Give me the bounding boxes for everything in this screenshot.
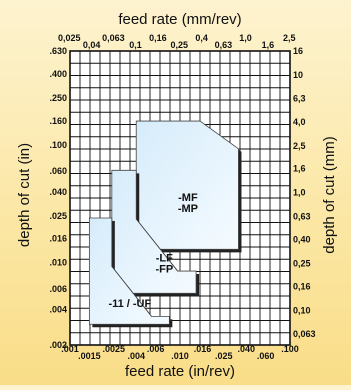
y-left-tick-label: .400 [49,69,67,79]
y-right-tick-label: 16 [293,46,303,56]
y-right-tick-label: 0,40 [293,235,311,245]
region-label: -LF [156,253,173,265]
region-shape [88,217,170,325]
x-bottom-tick-label: .100 [281,344,299,354]
y-right-tick-label: 1,0 [293,188,306,198]
x-top-tick-label: 0,04 [83,40,101,50]
y-left-tick-label: .006 [49,284,67,294]
x-top-tick-label: 0,025 [58,33,81,43]
x-top-tick-label: 0,1 [129,40,142,50]
region-label: -11 / -UF [108,298,151,310]
x-bottom-tick-label: .006 [147,344,165,354]
x-bottom-tick-label: .040 [237,344,255,354]
x-top-tick-label: 1,6 [262,40,275,50]
plot-border [69,50,291,346]
y-right-tick-label: 0,25 [293,259,311,269]
y-left-tick-label: .250 [49,93,67,103]
x-top-tick-label: 0,4 [195,33,208,43]
y-right-tick-label: 0,063 [293,329,316,339]
x-bottom-tick-label: .004 [127,351,145,361]
x-top-axis-title: feed rate (mm/rev) [118,11,241,28]
x-bottom-tick-label: .0025 [103,344,126,354]
y-right-tick-label: 2,5 [293,141,306,151]
y-left-tick-label: .060 [49,166,67,176]
x-bottom-tick-label: .001 [61,344,79,354]
y-left-tick-label: .630 [49,46,67,56]
application-regions: -MF-MP-LF-FP-11 / -UF [88,120,242,328]
region-11-uf: -11 / -UF [88,217,173,328]
y-left-tick-label: .004 [49,305,67,315]
plot-frame [69,50,291,346]
x-top-tick-label: 0,25 [170,40,188,50]
y-left-tick-label: .016 [49,234,67,244]
x-bottom-tick-label: .016 [194,344,212,354]
y-right-tick-label: 4,0 [293,117,306,127]
x-bottom-tick-label: .060 [257,351,275,361]
x-bottom-axis-title: feed rate (in/rev) [125,363,235,380]
region-label: -MP [178,203,198,215]
x-bottom-tick-label: .025 [215,351,233,361]
x-bottom-tick-label: .010 [171,351,189,361]
y-left-tick-label: .160 [49,116,67,126]
y-right-tick-label: 0,63 [293,211,311,221]
x-top-tick-label: 0,063 [102,33,125,43]
x-bottom-tick-label: .0015 [78,351,101,361]
x-top-tick-label: 2,5 [283,33,296,43]
y-left-tick-label: .025 [49,211,67,221]
y-left-tick-label: .002 [49,340,67,350]
y-right-tick-label: 0,10 [293,305,311,315]
y-right-tick-label: 10 [293,70,303,80]
tick-labels: .001.0015.0025.004.006.010.016.025.040.0… [49,33,315,361]
y-right-tick-label: 0,16 [293,281,311,291]
y-right-tick-label: 6,3 [293,94,306,104]
region-lf-fp: -LF-FP [111,169,200,297]
y-left-axis-title: depth of cut (in) [16,143,33,247]
region-label: -MF [178,192,198,204]
x-top-tick-label: 0,63 [215,40,233,50]
region-shape [135,120,239,250]
x-top-tick-label: 0,16 [149,33,167,43]
y-left-tick-label: .040 [49,187,67,197]
region-label: -FP [155,264,173,276]
region-mf-mp: -MF-MP [135,120,242,253]
y-left-tick-label: .100 [49,140,67,150]
y-left-tick-label: .010 [49,258,67,268]
x-top-tick-label: 1,0 [239,33,252,43]
y-right-tick-label: 1,6 [293,164,306,174]
y-right-axis-title: depth of cut (mm) [321,136,338,254]
